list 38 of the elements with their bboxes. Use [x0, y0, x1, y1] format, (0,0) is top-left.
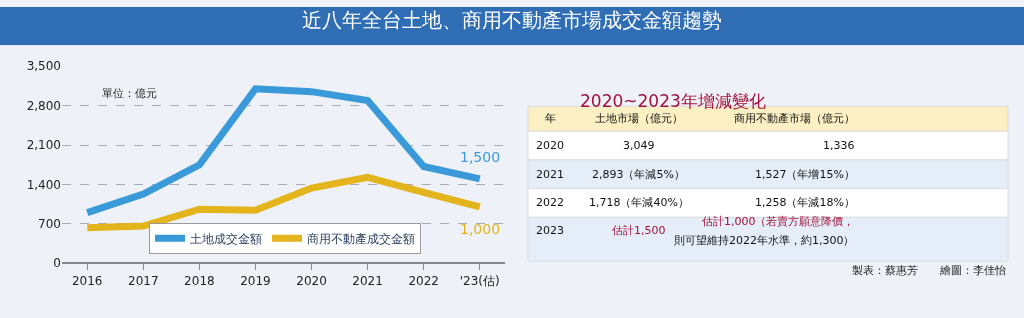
- x-tick-label: 2019: [240, 273, 271, 288]
- x-tick-label: 2020: [296, 273, 327, 288]
- y-tick-label: 2,800: [26, 98, 61, 113]
- legend-label: 土地成交金額: [190, 231, 262, 246]
- x-tick-label: 2021: [352, 273, 383, 288]
- text: 1,258（年減18%）: [755, 196, 855, 209]
- y-tick-label: 0: [53, 256, 61, 271]
- text: 製表：蔡惠芳 繪圖：李佳怡: [852, 264, 1006, 277]
- text: 估計1,000（若賣方願意降價，: [702, 215, 855, 228]
- y-tick-label: 3,500: [26, 59, 61, 74]
- text: 3,049: [623, 139, 655, 152]
- annotation: 1,500: [460, 149, 501, 165]
- legend-label: 商用不動產成交金額: [307, 231, 415, 246]
- text: 2021: [536, 168, 564, 181]
- x-tick-label: '23(估): [459, 273, 500, 288]
- y-tick-label: 700: [38, 217, 61, 232]
- text: 2020: [536, 139, 564, 152]
- chart-title: 近八年全台土地、商用不動產市場成交金額趨勢: [302, 8, 722, 32]
- text: 2020~2023年增減變化: [580, 91, 766, 111]
- text: 2023: [536, 224, 564, 237]
- x-tick-label: 2017: [128, 273, 159, 288]
- text: 年: [545, 112, 556, 125]
- y-tick-label: 2,100: [26, 138, 61, 153]
- x-tick-label: 2022: [408, 273, 439, 288]
- text: 2,893（年減5%）: [592, 168, 685, 181]
- text: 估計1,500: [612, 224, 666, 237]
- text: 商用不動產市場（億元）: [734, 112, 855, 125]
- annotation: 1,000: [460, 221, 501, 237]
- y-tick-label: 1,400: [26, 177, 61, 192]
- x-tick-label: 2018: [184, 273, 215, 288]
- text: 土地市場（億元）: [595, 112, 683, 125]
- text: 1,718（年減40%）: [589, 196, 689, 209]
- annotation: 單位：億元: [102, 87, 157, 100]
- text: 1,336: [823, 139, 855, 152]
- text: 1,527（年增15%）: [755, 168, 855, 181]
- text: 2022: [536, 196, 564, 209]
- x-tick-label: 2016: [71, 273, 103, 288]
- text: 則可望維持2022年水準，約1,300）: [674, 234, 855, 247]
